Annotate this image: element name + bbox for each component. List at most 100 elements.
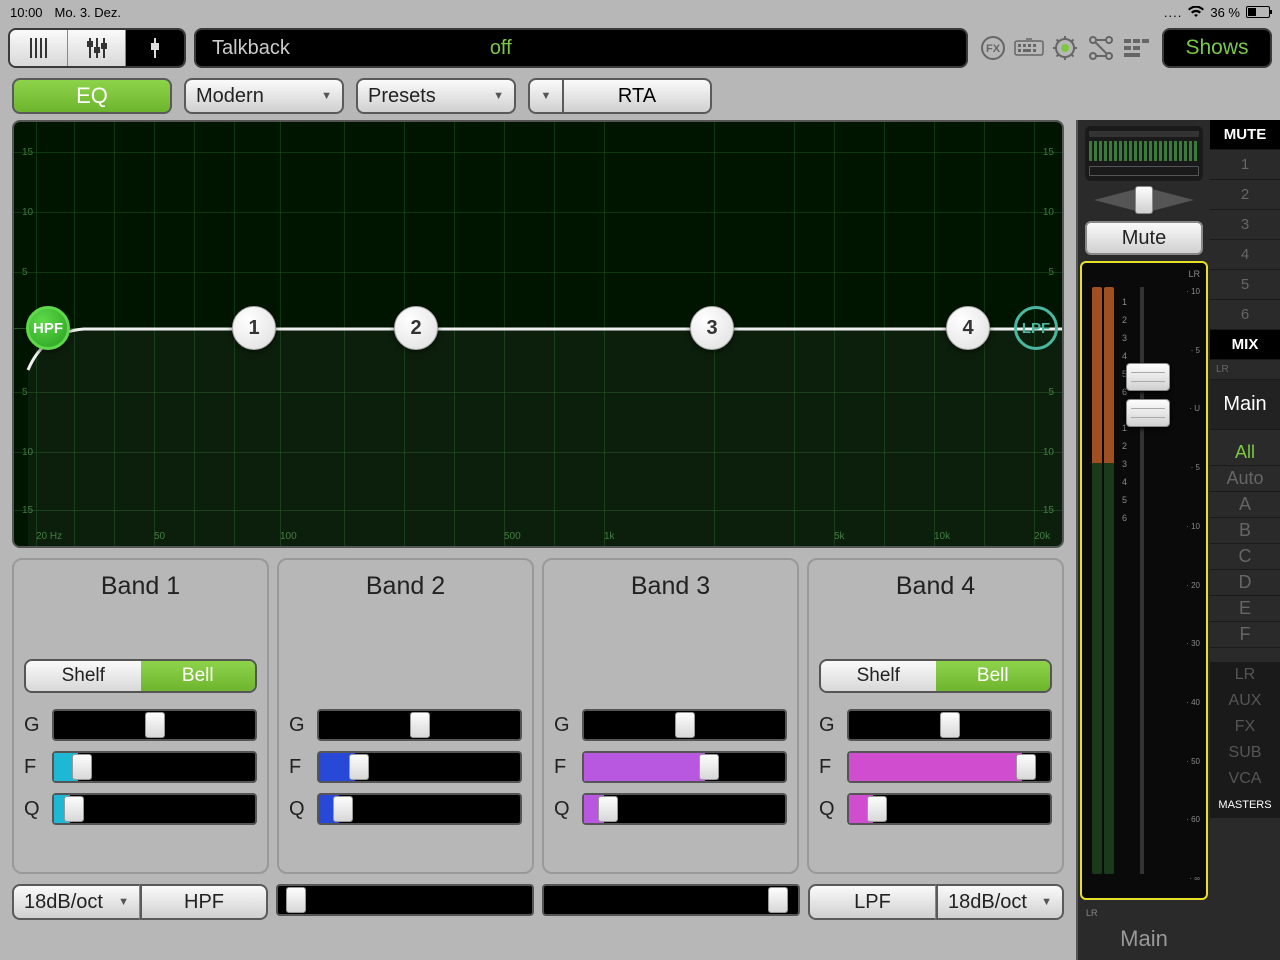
slider-thumb[interactable]: [768, 887, 788, 913]
mini-overview[interactable]: [1085, 126, 1203, 181]
gain-slider[interactable]: [582, 709, 787, 741]
view-tabs: [8, 28, 186, 68]
bus-masters[interactable]: MASTERS: [1210, 792, 1280, 818]
fader-cap-1[interactable]: [1126, 363, 1170, 391]
eq-mode-label: Modern: [196, 85, 264, 108]
bus-lr[interactable]: LR: [1210, 662, 1280, 688]
gain-slider[interactable]: [847, 709, 1052, 741]
talkback-display[interactable]: Talkback off: [194, 28, 968, 68]
presets-dropdown[interactable]: Presets▼: [356, 78, 516, 114]
freq-slider[interactable]: [847, 751, 1052, 783]
right-nav-panel: MUTE 123456 MIX LR Main AllAutoABCDEF LR…: [1210, 120, 1280, 960]
slider-thumb[interactable]: [286, 887, 306, 913]
band-title: Band 3: [554, 572, 787, 601]
top-toolbar: Talkback off FX Shows: [0, 24, 1280, 72]
freq-slider[interactable]: [582, 751, 787, 783]
eq-mode-dropdown[interactable]: Modern▼: [184, 78, 344, 114]
slider-thumb[interactable]: [867, 796, 887, 822]
layer-all[interactable]: All: [1210, 440, 1280, 466]
pan-control[interactable]: [1085, 185, 1203, 215]
eq-node-3[interactable]: 3: [690, 306, 734, 350]
freq-slider[interactable]: [52, 751, 257, 783]
eq-node-hpf[interactable]: HPF: [26, 306, 70, 350]
shelf-bell-toggle[interactable]: Shelf Bell: [819, 659, 1052, 693]
mix-header[interactable]: MIX: [1210, 330, 1280, 360]
slider-thumb[interactable]: [145, 712, 165, 738]
shelf-option[interactable]: Shelf: [26, 661, 141, 691]
gain-slider[interactable]: [317, 709, 522, 741]
q-slider[interactable]: [847, 793, 1052, 825]
shelf-bell-toggle[interactable]: Shelf Bell: [24, 659, 257, 693]
fader-cap-2[interactable]: [1126, 399, 1170, 427]
routing-icon[interactable]: [1084, 31, 1118, 65]
bus-fx[interactable]: FX: [1210, 714, 1280, 740]
mute-button[interactable]: Mute: [1085, 221, 1203, 255]
mute-group-2[interactable]: 2: [1210, 180, 1280, 210]
layer-c[interactable]: C: [1210, 544, 1280, 570]
view-tab-faders[interactable]: [68, 30, 126, 66]
hpf-slope-dropdown[interactable]: 18dB/oct▼: [12, 884, 140, 920]
slider-thumb[interactable]: [699, 754, 719, 780]
q-slider[interactable]: [582, 793, 787, 825]
slider-thumb[interactable]: [1016, 754, 1036, 780]
filter-row: 18dB/oct▼ HPF LPF 18dB/oct▼: [12, 884, 1064, 920]
gain-slider[interactable]: [52, 709, 257, 741]
gain-label: G: [24, 714, 44, 737]
eq-enable-button[interactable]: EQ: [12, 78, 172, 114]
rta-button[interactable]: RTA: [562, 78, 712, 114]
layer-e[interactable]: E: [1210, 596, 1280, 622]
bell-option[interactable]: Bell: [936, 661, 1051, 691]
slider-thumb[interactable]: [598, 796, 618, 822]
bus-aux[interactable]: AUX: [1210, 688, 1280, 714]
pan-thumb[interactable]: [1135, 186, 1153, 214]
eq-node-4[interactable]: 4: [946, 306, 990, 350]
rta-dropdown-toggle[interactable]: ▼: [528, 78, 562, 114]
slider-thumb[interactable]: [349, 754, 369, 780]
hpf-slope-label: 18dB/oct: [24, 891, 103, 914]
view-tab-channel[interactable]: [126, 30, 184, 66]
fader-box[interactable]: LR 123456123456 · 10· 5· U· 5· 10· 20· 3…: [1080, 261, 1208, 900]
fx-icon[interactable]: FX: [976, 31, 1010, 65]
view-tab-overview[interactable]: [10, 30, 68, 66]
meters-icon[interactable]: [1120, 31, 1154, 65]
shows-button[interactable]: Shows: [1162, 28, 1272, 68]
freq-slider[interactable]: [317, 751, 522, 783]
mute-group-4[interactable]: 4: [1210, 240, 1280, 270]
hpf-freq-slider[interactable]: [276, 884, 534, 916]
keyboard-icon[interactable]: [1012, 31, 1046, 65]
layer-f[interactable]: F: [1210, 622, 1280, 648]
mute-group-6[interactable]: 6: [1210, 300, 1280, 330]
wifi-icon: [1188, 6, 1204, 18]
slider-thumb[interactable]: [72, 754, 92, 780]
layer-b[interactable]: B: [1210, 518, 1280, 544]
bus-vca[interactable]: VCA: [1210, 766, 1280, 792]
q-slider[interactable]: [52, 793, 257, 825]
lpf-button[interactable]: LPF: [808, 884, 936, 920]
eq-node-1[interactable]: 1: [232, 306, 276, 350]
mute-groups-header[interactable]: MUTE: [1210, 120, 1280, 150]
lpf-freq-slider[interactable]: [542, 884, 800, 916]
mute-group-5[interactable]: 5: [1210, 270, 1280, 300]
settings-gear-icon[interactable]: [1048, 31, 1082, 65]
lpf-slope-dropdown[interactable]: 18dB/oct▼: [936, 884, 1064, 920]
bell-option[interactable]: Bell: [141, 661, 256, 691]
eq-node-2[interactable]: 2: [394, 306, 438, 350]
mute-group-1[interactable]: 1: [1210, 150, 1280, 180]
slider-thumb[interactable]: [64, 796, 84, 822]
q-slider[interactable]: [317, 793, 522, 825]
layer-a[interactable]: A: [1210, 492, 1280, 518]
slider-thumb[interactable]: [675, 712, 695, 738]
mute-group-3[interactable]: 3: [1210, 210, 1280, 240]
layer-auto[interactable]: Auto: [1210, 466, 1280, 492]
shelf-option[interactable]: Shelf: [821, 661, 936, 691]
eq-node-lpf[interactable]: LPF: [1014, 306, 1058, 350]
hpf-button[interactable]: HPF: [140, 884, 268, 920]
bus-sub[interactable]: SUB: [1210, 740, 1280, 766]
mix-main-button[interactable]: Main: [1210, 380, 1280, 430]
slider-thumb[interactable]: [333, 796, 353, 822]
layer-d[interactable]: D: [1210, 570, 1280, 596]
slider-thumb[interactable]: [410, 712, 430, 738]
slider-thumb[interactable]: [940, 712, 960, 738]
lpf-slope-label: 18dB/oct: [948, 891, 1027, 914]
eq-graph[interactable]: 1515101055551010151520 Hz501005001k5k10k…: [12, 120, 1064, 548]
